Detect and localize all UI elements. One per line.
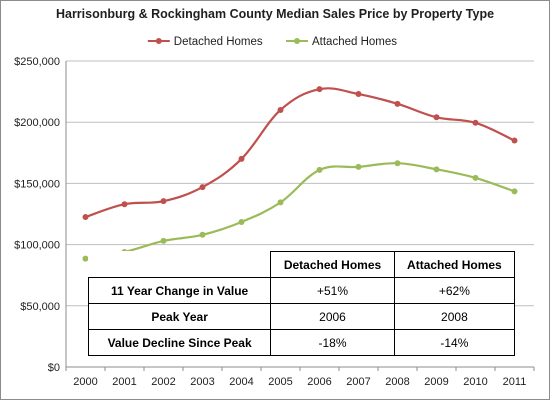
detached-homes-legend-marker [155, 38, 162, 44]
x-tick-label: 2005 [268, 376, 292, 388]
detached-homes-series-line [85, 87, 515, 219]
x-tick-label: 2001 [112, 376, 136, 388]
detached-value: 2006 [270, 303, 395, 330]
x-tick-label: 2008 [385, 376, 409, 388]
table-header-attached: Attached Homes [393, 251, 516, 278]
detached-value: -18% [270, 329, 395, 356]
attached-homes-series-line [85, 162, 515, 260]
table-row: 11 Year Change in Value +51% +62% [87, 277, 516, 304]
attached-homes-data-point [82, 255, 89, 262]
y-tick-label: $50,000 [20, 301, 60, 313]
attached-homes-data-point [472, 174, 479, 181]
table-row: Peak Year 2006 2008 [87, 303, 516, 330]
table-row: Value Decline Since Peak -18% -14% [87, 329, 516, 356]
row-label: 11 Year Change in Value [87, 277, 272, 304]
attached-value: 2008 [393, 303, 516, 330]
detached-homes-data-point [160, 198, 167, 205]
detached-homes-data-point [433, 114, 440, 121]
attached-homes-data-point [238, 218, 245, 225]
attached-homes-data-point [511, 188, 518, 195]
x-tick-label: 2002 [151, 376, 175, 388]
x-tick-label: 2010 [463, 376, 487, 388]
chart-title: Harrisonburg & Rockingham County Median … [55, 7, 495, 21]
summary-table: Detached Homes Attached Homes 11 Year Ch… [87, 251, 516, 356]
attached-homes-legend-label: Attached Homes [312, 36, 397, 48]
detached-homes-data-point [238, 155, 245, 162]
detached-value: +51% [270, 277, 395, 304]
attached-homes-data-point [316, 166, 323, 173]
attached-homes-legend-marker [294, 38, 300, 44]
attached-homes-data-point [355, 163, 362, 170]
x-tick-label: 2006 [307, 376, 331, 388]
y-tick-label: $0 [48, 362, 60, 374]
detached-homes-data-point [511, 137, 518, 144]
attached-homes-data-point [433, 166, 440, 173]
attached-value: -14% [393, 329, 516, 356]
attached-homes-data-point [160, 237, 167, 244]
x-tick-label: 2009 [424, 376, 448, 388]
detached-homes-data-point [472, 119, 479, 126]
attached-value: +62% [393, 277, 516, 304]
detached-homes-data-point [394, 100, 401, 107]
attached-homes-data-point [277, 199, 284, 206]
y-tick-label: $100,000 [14, 240, 60, 252]
x-tick-label: 2003 [190, 376, 214, 388]
detached-homes-data-point [199, 184, 206, 191]
x-tick-label: 2007 [346, 376, 370, 388]
y-tick-label: $200,000 [14, 117, 60, 129]
detached-homes-legend-label: Detached Homes [174, 36, 263, 48]
table-header-row: Detached Homes Attached Homes [88, 251, 516, 278]
detached-homes-data-point [82, 214, 89, 221]
detached-homes-data-point [316, 86, 323, 93]
detached-homes-data-point [355, 91, 362, 98]
attached-homes-data-point [394, 160, 401, 167]
y-tick-label: $150,000 [14, 178, 60, 190]
table-header-detached: Detached Homes [270, 251, 395, 278]
y-tick-label: $250,000 [14, 56, 60, 68]
row-label: Value Decline Since Peak [87, 329, 272, 356]
detached-homes-data-point [121, 201, 128, 208]
attached-homes-data-point [199, 231, 206, 238]
x-tick-label: 2004 [229, 376, 253, 388]
table-corner [88, 251, 272, 278]
detached-homes-data-point [277, 106, 284, 113]
row-label: Peak Year [87, 303, 272, 330]
x-tick-label: 2000 [73, 376, 97, 388]
x-tick-label: 2011 [503, 376, 527, 388]
